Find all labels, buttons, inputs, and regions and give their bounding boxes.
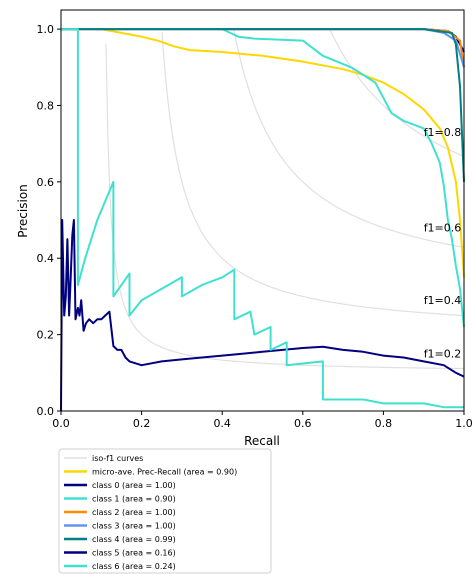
- x-tick-label-2: 0.4: [213, 417, 231, 430]
- y-tick-label-4: 0.8: [37, 99, 55, 112]
- iso-f1-label-0: f1=0.2: [424, 348, 462, 361]
- legend-label-5: class 3 (area = 1.00): [92, 522, 176, 531]
- iso-f1-curve-0: [105, 43, 465, 370]
- x-tick-label-4: 0.8: [375, 417, 393, 430]
- iso-f1-curve-2: [233, 29, 465, 248]
- pr-curves: [60, 28, 465, 412]
- iso-f1-label-2: f1=0.6: [424, 222, 462, 235]
- x-axis-label: Recall: [244, 434, 280, 448]
- series-line-0: [61, 28, 465, 278]
- legend-label-3: class 1 (area = 0.90): [92, 495, 176, 504]
- y-tick-label-5: 1.0: [37, 23, 55, 36]
- legend-label-0: iso-f1 curves: [92, 454, 143, 463]
- y-tick-label-2: 0.4: [37, 252, 55, 265]
- iso-f1-label-3: f1=0.8: [424, 126, 462, 139]
- y-axis-ticks: 0.0 0.2 0.4 0.6 0.8 1.0: [37, 23, 61, 418]
- x-tick-label-0: 0.0: [52, 417, 70, 430]
- iso-f1-curves: [105, 29, 465, 370]
- y-axis-label: Precision: [16, 184, 30, 238]
- iso-f1-labels: f1=0.2 f1=0.4 f1=0.6 f1=0.8: [424, 126, 462, 361]
- legend-label-1: micro-ave. Prec-Recall (area = 0.90): [92, 468, 237, 477]
- series-line-2: [61, 28, 465, 328]
- legend: iso-f1 curves micro-ave. Prec-Recall (are…: [58, 448, 272, 574]
- legend-frame: [58, 448, 272, 574]
- plot-frame: [60, 9, 465, 412]
- series-line-5: [61, 28, 465, 182]
- y-tick-label-1: 0.2: [37, 329, 55, 342]
- series-line-7: [61, 28, 464, 409]
- x-tick-label-3: 0.6: [294, 417, 312, 430]
- x-axis-ticks: 0.0 0.2 0.4 0.6 0.8 1.0: [52, 411, 473, 430]
- legend-label-2: class 0 (area = 1.00): [92, 481, 176, 490]
- legend-label-6: class 4 (area = 0.99): [92, 535, 176, 544]
- y-tick-label-0: 0.0: [37, 405, 55, 418]
- iso-f1-curve-1: [161, 32, 465, 317]
- legend-label-7: class 5 (area = 0.16): [92, 549, 176, 558]
- series-line-3: [61, 28, 465, 68]
- iso-f1-label-1: f1=0.4: [424, 294, 462, 307]
- legend-label-4: class 2 (area = 1.00): [92, 508, 176, 517]
- series-line-4: [61, 28, 465, 68]
- legend-label-8: class 6 (area = 0.24): [92, 562, 176, 571]
- series-line-6: [60, 219, 465, 412]
- x-tick-label-5: 1.0: [455, 417, 473, 430]
- x-tick-label-1: 0.2: [133, 417, 151, 430]
- y-tick-label-3: 0.6: [37, 176, 55, 189]
